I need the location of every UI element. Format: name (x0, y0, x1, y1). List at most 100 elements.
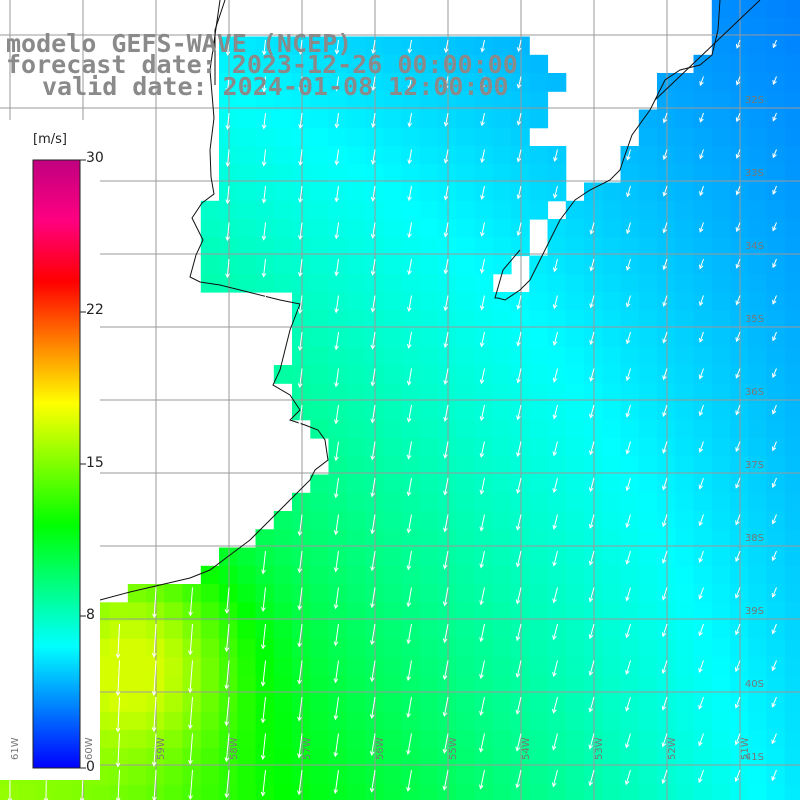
wind-arrowhead (771, 702, 776, 708)
wind-cell (438, 602, 457, 622)
wind-arrowhead (480, 121, 485, 127)
wind-arrowhead (589, 340, 594, 346)
wind-arrow (517, 477, 522, 494)
wind-cell (784, 273, 800, 293)
wind-arrow (516, 587, 522, 604)
wind-cell (529, 182, 549, 202)
wind-cell (401, 54, 421, 74)
wind-cell (675, 219, 695, 238)
wind-cell (492, 730, 512, 749)
wind-cell (711, 401, 731, 421)
wind-cell (383, 584, 403, 603)
wind-cell (766, 711, 786, 731)
wind-arrow (736, 76, 741, 85)
wind-cell (127, 638, 147, 658)
model-title: modelo GEFS-WAVE (NCEP) (6, 29, 353, 58)
wind-cell (492, 182, 512, 202)
wind-cell (638, 748, 658, 768)
wind-cell (748, 365, 768, 384)
wind-cell (730, 54, 749, 74)
wind-arrowhead (772, 373, 777, 379)
wind-cell (492, 164, 512, 184)
wind-cell (273, 255, 293, 275)
wind-cell (456, 109, 476, 129)
wind-arrow (590, 404, 595, 418)
wind-cell (638, 474, 658, 494)
wind-cell (383, 419, 403, 439)
wind-cell (766, 675, 786, 695)
wind-cell (657, 255, 676, 275)
wind-cell (748, 292, 768, 311)
wind-cell (292, 91, 311, 111)
wind-cell (675, 109, 695, 129)
wind-cell (748, 730, 768, 749)
wind-cell (766, 310, 786, 330)
wind-arrowhead (589, 229, 595, 235)
wind-arrow (517, 112, 522, 125)
wind-arrowhead (772, 153, 777, 159)
wind-arrowhead (261, 309, 267, 315)
wind-cell (529, 146, 549, 165)
wind-cell (365, 784, 384, 800)
lon-label-52w: 52W (667, 737, 678, 760)
wind-arrowhead (371, 123, 376, 129)
wind-cell (766, 565, 786, 585)
wind-cell (784, 237, 800, 257)
wind-cell (456, 273, 476, 293)
wind-arrowhead (771, 446, 777, 452)
wind-arrow (372, 222, 376, 238)
wind-cell (547, 584, 567, 603)
wind-cell (328, 127, 348, 147)
wind-arrowhead (261, 87, 267, 93)
wind-arrow (262, 623, 266, 649)
wind-arrow (735, 404, 741, 415)
colorbar-tick-15: 15 (86, 455, 104, 471)
wind-cell (602, 273, 622, 293)
wind-cell (401, 127, 421, 147)
wind-cell (547, 383, 567, 403)
wind-arrow (335, 514, 339, 535)
wind-cell (620, 529, 640, 549)
wind-cell (730, 730, 749, 749)
wind-cell (346, 273, 366, 293)
wind-cell (438, 419, 457, 439)
wind-arrow (517, 222, 522, 236)
wind-cell (565, 200, 585, 220)
wind-cell (328, 54, 348, 74)
wind-cell (584, 511, 603, 530)
wind-cell (273, 784, 293, 800)
wind-arrow (480, 514, 485, 531)
wind-cell (18, 784, 38, 800)
wind-arrowhead (115, 653, 121, 659)
wind-cell (675, 638, 695, 658)
wind-cell (784, 748, 800, 768)
wind-cell (638, 200, 658, 220)
wind-cell (730, 310, 749, 330)
wind-cell (748, 511, 768, 530)
wind-cell (730, 91, 749, 111)
wind-cell (730, 565, 749, 585)
wind-cell (675, 492, 695, 512)
wind-arrowhead (625, 449, 631, 455)
wind-arrowhead (298, 198, 303, 204)
wind-arrow (371, 514, 376, 534)
wind-cell (438, 657, 457, 676)
wind-cell (529, 200, 549, 220)
wind-cell (237, 730, 257, 749)
wind-cell (346, 675, 366, 695)
wind-cell (219, 127, 238, 147)
wind-cell (255, 675, 275, 695)
wind-cell (346, 292, 366, 311)
wind-cell (456, 529, 476, 549)
wind-cell (438, 255, 457, 275)
wind-cell (693, 200, 713, 220)
wind-arrow (227, 112, 230, 130)
wind-arrow (626, 149, 631, 160)
wind-cell (419, 693, 439, 713)
wind-arrowhead (735, 373, 740, 379)
wind-cell (784, 529, 800, 549)
wind-cell (784, 602, 800, 622)
wind-arrowhead (552, 267, 558, 273)
wind-cell (675, 529, 695, 549)
wind-cell (255, 127, 275, 147)
